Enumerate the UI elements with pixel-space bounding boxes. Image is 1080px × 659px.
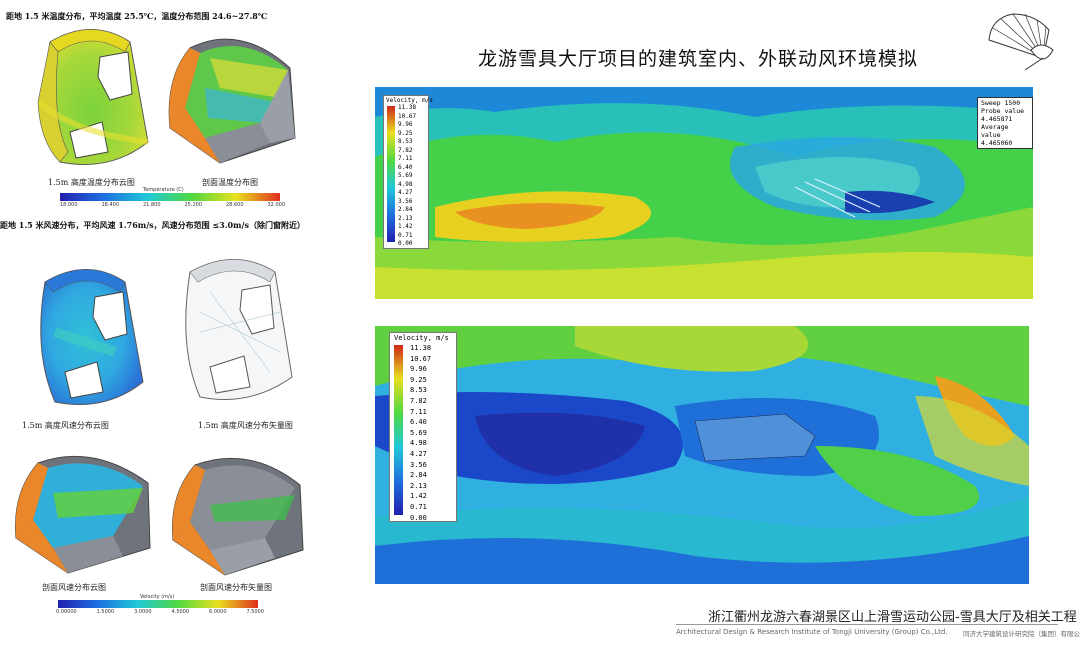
wind-tick-0: 0.00000 [56, 609, 77, 615]
wind-vector-plan-view [185, 259, 293, 400]
sim-bottom-value-11: 3.56 [410, 460, 427, 469]
wind-vector-caption: 1.5m 高度风速分布矢量图 [198, 421, 293, 430]
probe-line-2: 4.465871 [981, 115, 1013, 123]
wind-colorbar-ticks: 0.00000 1.5000 3.0000 4.5000 6.0000 7.50… [56, 609, 264, 615]
sim-top-probe-box: Sweep 1500 Probe value 4.465871 Average … [977, 97, 1033, 149]
sim-bottom-legend: Velocity, m/s 11.38 10.67 9.96 9.25 8.53… [389, 332, 457, 522]
footer-divider [676, 624, 1058, 625]
wind-tick-5: 7.5000 [246, 609, 264, 615]
sim-bottom-value-2: 9.96 [410, 365, 427, 374]
sim-bottom-value-14: 1.42 [410, 492, 427, 501]
temperature-plan-caption: 1.5m 高度温度分布云图 [48, 178, 135, 187]
sim-top-legend-values: 11.38 10.67 9.96 9.25 8.53 7.82 7.11 6.4… [398, 104, 416, 249]
sim-top-value-8: 5.69 [398, 172, 413, 179]
wind-tick-3: 4.5000 [171, 609, 190, 615]
sim-top-value-16: 0.00 [398, 240, 413, 247]
sim-bottom-value-5: 7.82 [410, 396, 427, 405]
sim-top-value-6: 7.11 [398, 155, 413, 162]
wind-tick-2: 3.0000 [134, 609, 152, 615]
wind-plan-caption: 1.5m 高度风速分布云图 [22, 421, 109, 430]
sim-bottom-value-0: 11.38 [410, 344, 432, 352]
sim-top-legend: Velocity, m/s 11.38 10.67 9.96 9.25 8.53… [383, 95, 433, 249]
wind-heading: 距地 1.5 米风速分布，平均风速 1.76m/s，风速分布范围 ≤3.0m/s… [0, 220, 305, 230]
temperature-plan-view [37, 29, 149, 165]
footer-project-name: 浙江衢州龙游六春湖景区山上滑雪运动公园-雪具大厅及相关工程 [708, 610, 1077, 625]
wind-section-vector-caption: 剖面风速分布矢量图 [200, 583, 272, 592]
sim-bottom-field [375, 326, 1029, 584]
sim-top-value-12: 2.84 [398, 206, 413, 213]
sim-bottom-legend-values: 11.38 10.67 9.96 9.25 8.53 7.82 7.11 6.4… [410, 343, 431, 523]
sim-bottom-value-10: 4.27 [410, 449, 427, 458]
sim-top-value-7: 6.40 [398, 163, 413, 171]
sim-top-value-4: 8.53 [398, 138, 413, 145]
sim-bottom-panel: Velocity, m/s 11.38 10.67 9.96 9.25 8.53… [375, 326, 1029, 584]
temperature-colorbar [60, 193, 280, 201]
temperature-colorbar-title: Temperature (C) [143, 187, 184, 193]
sim-bottom-value-9: 4.98 [410, 439, 427, 448]
sim-top-value-2: 9.96 [398, 121, 413, 128]
sim-bottom-value-1: 10.67 [410, 354, 432, 363]
sim-top-value-15: 0.71 [398, 231, 413, 239]
probe-line-1: Probe value [981, 107, 1025, 115]
sim-top-panel: Velocity, m/s 11.38 10.67 9.96 9.25 8.53… [375, 87, 1033, 299]
sim-bottom-value-13: 2.13 [410, 481, 427, 490]
sim-top-legend-title: Velocity, m/s [386, 97, 433, 104]
temperature-tick-2: 21.800 [143, 202, 161, 208]
sim-bottom-value-7: 6.40 [410, 418, 427, 427]
temperature-tick-4: 28.600 [226, 202, 244, 208]
wind-section-view [15, 455, 151, 574]
temperature-tick-5: 32.000 [267, 202, 286, 208]
wind-section-vector-view [172, 457, 304, 576]
sim-top-value-1: 10.67 [398, 112, 417, 120]
sim-top-value-5: 7.82 [398, 146, 413, 154]
sim-top-field [375, 87, 1033, 299]
sim-top-value-11: 3.56 [398, 197, 413, 205]
probe-line-3: Average value [981, 123, 1009, 139]
sim-bottom-value-8: 5.69 [410, 428, 427, 437]
wind-plan-view [40, 269, 144, 405]
temperature-tick-3: 25.200 [184, 202, 203, 208]
sim-bottom-value-16: 0.00 [410, 513, 427, 522]
sim-bottom-value-6: 7.11 [410, 407, 427, 416]
temperature-tick-0: 18.000 [60, 202, 78, 208]
sim-top-value-9: 4.98 [398, 180, 413, 188]
sim-top-value-14: 1.42 [398, 223, 413, 230]
sim-top-value-0: 11.38 [398, 104, 417, 111]
temperature-section-caption: 剖面温度分布图 [202, 178, 258, 187]
sim-top-value-13: 2.13 [398, 214, 413, 222]
wind-section-caption: 剖面风速分布云图 [42, 583, 106, 592]
footer-institute-cn: 同济大学建筑设计研究院（集团）有限公司 [963, 630, 1080, 638]
temperature-colorbar-ticks: 18.000 18.400 21.800 25.200 28.600 32.00… [60, 202, 285, 208]
wind-tick-4: 6.0000 [209, 609, 227, 615]
sim-top-legend-bar [387, 106, 395, 242]
sim-top-value-3: 9.25 [398, 129, 413, 137]
wind-colorbar-title: Velocity (m/s) [140, 594, 175, 600]
sim-top-value-10: 4.27 [398, 189, 413, 196]
sim-bottom-value-3: 9.25 [410, 375, 427, 384]
temperature-heading: 距地 1.5 米温度分布，平均温度 25.5℃，温度分布范围 24.6~27.8… [6, 11, 268, 21]
footer-institute-en: Architectural Design & Research Institut… [676, 628, 948, 636]
sim-bottom-legend-title: Velocity, m/s [394, 334, 449, 342]
sim-bottom-value-12: 2.84 [410, 471, 427, 480]
probe-line-4: 4.465060 [981, 139, 1013, 147]
main-title: 龙游雪具大厅项目的建筑室内、外联动风环境模拟 [478, 48, 919, 70]
probe-line-0: Sweep 1500 [981, 99, 1021, 107]
wind-colorbar [58, 600, 258, 608]
temperature-section-view [168, 38, 296, 164]
sim-bottom-value-15: 0.71 [410, 502, 427, 511]
fan-logo-icon [988, 13, 1054, 71]
wind-tick-1: 1.5000 [96, 609, 115, 615]
sim-bottom-legend-bar [394, 345, 403, 515]
temperature-tick-1: 18.400 [101, 202, 120, 208]
sim-bottom-value-4: 8.53 [410, 386, 427, 395]
